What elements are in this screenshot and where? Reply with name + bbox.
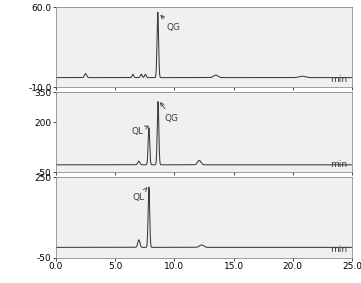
- Text: QL: QL: [132, 126, 148, 136]
- Text: min: min: [330, 245, 348, 254]
- Text: QG: QG: [161, 103, 179, 123]
- Text: QL: QL: [133, 188, 147, 202]
- Text: QG: QG: [161, 16, 180, 32]
- Text: min: min: [330, 160, 348, 169]
- Text: min: min: [330, 75, 348, 84]
